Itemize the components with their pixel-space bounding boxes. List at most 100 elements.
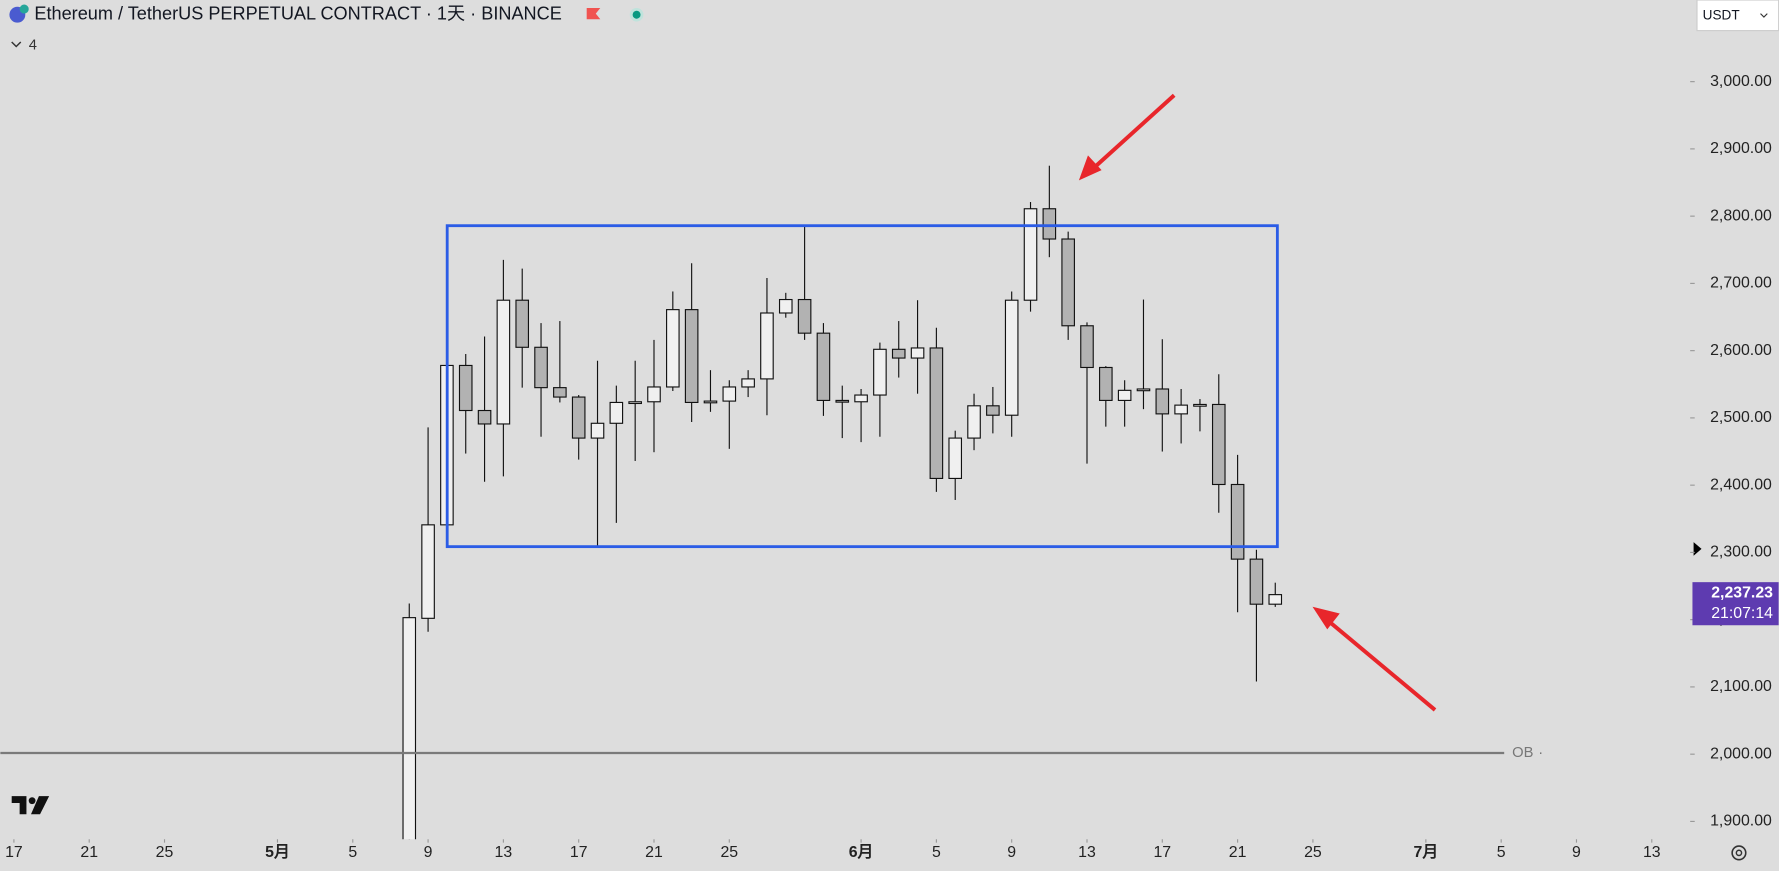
arrow-head <box>1078 155 1102 181</box>
plot-area <box>402 165 1283 840</box>
collapse-icon[interactable] <box>11 41 22 48</box>
candle-body <box>873 348 887 396</box>
candle-body <box>571 396 586 439</box>
currency-label[interactable]: USDT <box>1703 7 1740 22</box>
x-tick-label: 5 <box>932 844 941 861</box>
candle-body <box>477 409 492 425</box>
candle-body <box>891 348 906 359</box>
candle-body <box>854 394 868 403</box>
candle-body <box>741 378 755 388</box>
x-tick-label: 25 <box>1304 844 1322 861</box>
candle-body <box>1230 483 1245 560</box>
y-tick-label: 2,700.00 <box>1710 275 1772 292</box>
candle-body <box>967 405 981 439</box>
candle-body <box>402 617 417 840</box>
candle-body <box>1080 325 1094 369</box>
candle-body <box>684 309 699 404</box>
candle-body <box>948 437 963 480</box>
candle-body <box>1193 403 1207 407</box>
x-tick-label: 9 <box>1007 844 1016 861</box>
candle-body <box>1268 594 1283 605</box>
x-tick-label: 17 <box>570 844 588 861</box>
candle-body <box>1136 388 1151 392</box>
candle-body <box>458 364 473 412</box>
x-tick-label: 25 <box>156 844 174 861</box>
y-tick-label: 2,100.00 <box>1710 678 1772 695</box>
flag-icon[interactable] <box>586 7 601 20</box>
candle-body <box>1099 366 1113 401</box>
last-price-box <box>1692 582 1779 626</box>
candle-body <box>910 347 925 359</box>
candle-body <box>986 405 1000 416</box>
x-tick-label: 5月 <box>265 843 290 861</box>
countdown-label: 21:07:14 <box>1711 605 1773 622</box>
candle-body <box>666 309 680 388</box>
x-tick-label: 6月 <box>849 843 874 861</box>
settings-icon[interactable] <box>1731 845 1747 861</box>
candle-body <box>421 524 435 619</box>
x-tick-label: 9 <box>1572 844 1581 861</box>
arrow-head <box>1312 606 1340 630</box>
candle-body <box>778 298 793 314</box>
candle-body <box>703 400 718 404</box>
candle-body <box>929 347 944 480</box>
x-tick-label: 21 <box>1229 844 1247 861</box>
y-tick-label: 2,500.00 <box>1710 409 1772 426</box>
y-tick-label: 3,000.00 <box>1710 73 1772 90</box>
candle-body <box>1042 208 1057 240</box>
candle-body <box>1023 208 1038 301</box>
chart-title: Ethereum / TetherUS PERPETUAL CONTRACT ·… <box>34 4 561 24</box>
range-box[interactable] <box>445 224 1279 549</box>
x-tick-label: 21 <box>80 844 98 861</box>
ob-dot: · <box>1538 745 1543 761</box>
candle-body <box>647 386 661 403</box>
tv-logo <box>11 796 50 815</box>
arrow-shaft <box>1090 93 1176 172</box>
last-price-label: 2,237.23 <box>1711 585 1773 602</box>
x-tick-label: 5 <box>1497 844 1506 861</box>
candle-body <box>797 298 812 334</box>
y-tick-label: 1,900.00 <box>1710 813 1772 830</box>
x-tick-label: 17 <box>1153 844 1171 861</box>
candle-body <box>1004 299 1019 416</box>
status-dot <box>632 10 641 19</box>
candle-body <box>1249 558 1264 605</box>
x-tick-label: 5 <box>348 844 357 861</box>
candle-body <box>835 399 850 403</box>
indicator-count[interactable]: 4 <box>29 37 37 53</box>
candle-body <box>609 401 624 424</box>
x-tick-label: 17 <box>5 844 23 861</box>
candle-body <box>628 401 642 405</box>
candle-body <box>1117 389 1132 401</box>
y-tick-label: 2,000.00 <box>1710 745 1772 762</box>
candle-body <box>1061 238 1075 327</box>
candle-body <box>515 299 530 348</box>
ob-label: OB <box>1512 745 1533 761</box>
candle-body <box>534 346 548 389</box>
candle-body <box>496 299 511 425</box>
candle-body <box>1155 388 1170 415</box>
price-marker <box>1693 542 1702 556</box>
x-tick-label: 13 <box>1078 844 1096 861</box>
arrow-shaft <box>1323 616 1437 712</box>
x-tick-label: 13 <box>1643 844 1661 861</box>
y-tick-label: 2,900.00 <box>1710 140 1772 157</box>
x-tick-label: 7月 <box>1414 843 1439 861</box>
candle-body <box>816 332 831 401</box>
candle-body <box>722 386 737 402</box>
y-tick-label: 2,300.00 <box>1710 544 1772 561</box>
candle-body <box>553 387 567 398</box>
x-tick-label: 9 <box>424 844 433 861</box>
x-tick-label: 21 <box>645 844 663 861</box>
candle-body <box>590 422 605 439</box>
y-tick-label: 2,600.00 <box>1710 342 1772 359</box>
candle-body <box>1174 404 1188 415</box>
coin-badge <box>19 4 29 14</box>
currency-caret[interactable] <box>1760 13 1768 18</box>
candle-body <box>1211 403 1226 486</box>
candle-body <box>760 312 774 380</box>
y-tick-label: 2,800.00 <box>1710 207 1772 224</box>
x-tick-label: 25 <box>720 844 738 861</box>
